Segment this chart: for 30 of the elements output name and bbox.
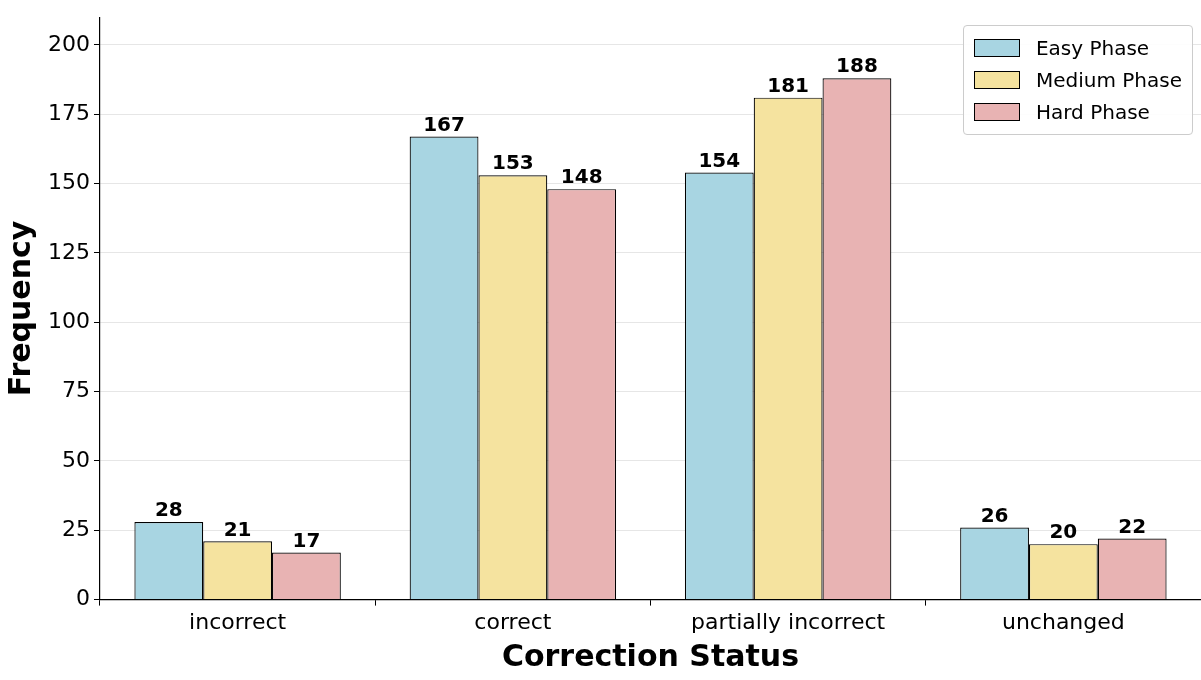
data-label: 148	[560, 164, 603, 189]
data-label: 17	[292, 527, 321, 552]
x-axis-title: Correction Status	[501, 637, 800, 673]
legend-label: Hard Phase	[1035, 100, 1150, 125]
data-label: 154	[698, 147, 741, 172]
y-tick-label: 175	[47, 99, 90, 125]
data-label: 22	[1118, 513, 1147, 538]
y-tick-label: 100	[47, 307, 90, 333]
x-tick-label: correct	[474, 608, 552, 634]
data-label: 20	[1049, 519, 1078, 544]
data-label: 188	[836, 53, 878, 78]
x-tick-label: partially incorrect	[691, 608, 886, 634]
legend-label: Easy Phase	[1035, 36, 1150, 61]
y-tick-label: 50	[61, 446, 90, 472]
data-label: 167	[423, 111, 465, 136]
data-label: 28	[154, 497, 183, 522]
data-label: 181	[767, 72, 809, 97]
legend-label: Medium Phase	[1035, 68, 1182, 93]
data-label: 153	[491, 150, 534, 175]
x-tick-label: incorrect	[189, 608, 287, 634]
y-tick-label: 150	[47, 169, 90, 195]
y-tick-label: 75	[61, 377, 90, 403]
y-tick-label: 125	[47, 238, 90, 264]
data-label: 21	[223, 516, 252, 541]
y-axis-title: Frequency	[1, 220, 37, 397]
y-tick-label: 25	[61, 515, 90, 541]
y-tick-label: 200	[47, 30, 90, 56]
data-label: 26	[980, 502, 1009, 527]
y-tick-label: 0	[75, 585, 90, 611]
x-tick-label: unchanged	[1001, 608, 1125, 634]
